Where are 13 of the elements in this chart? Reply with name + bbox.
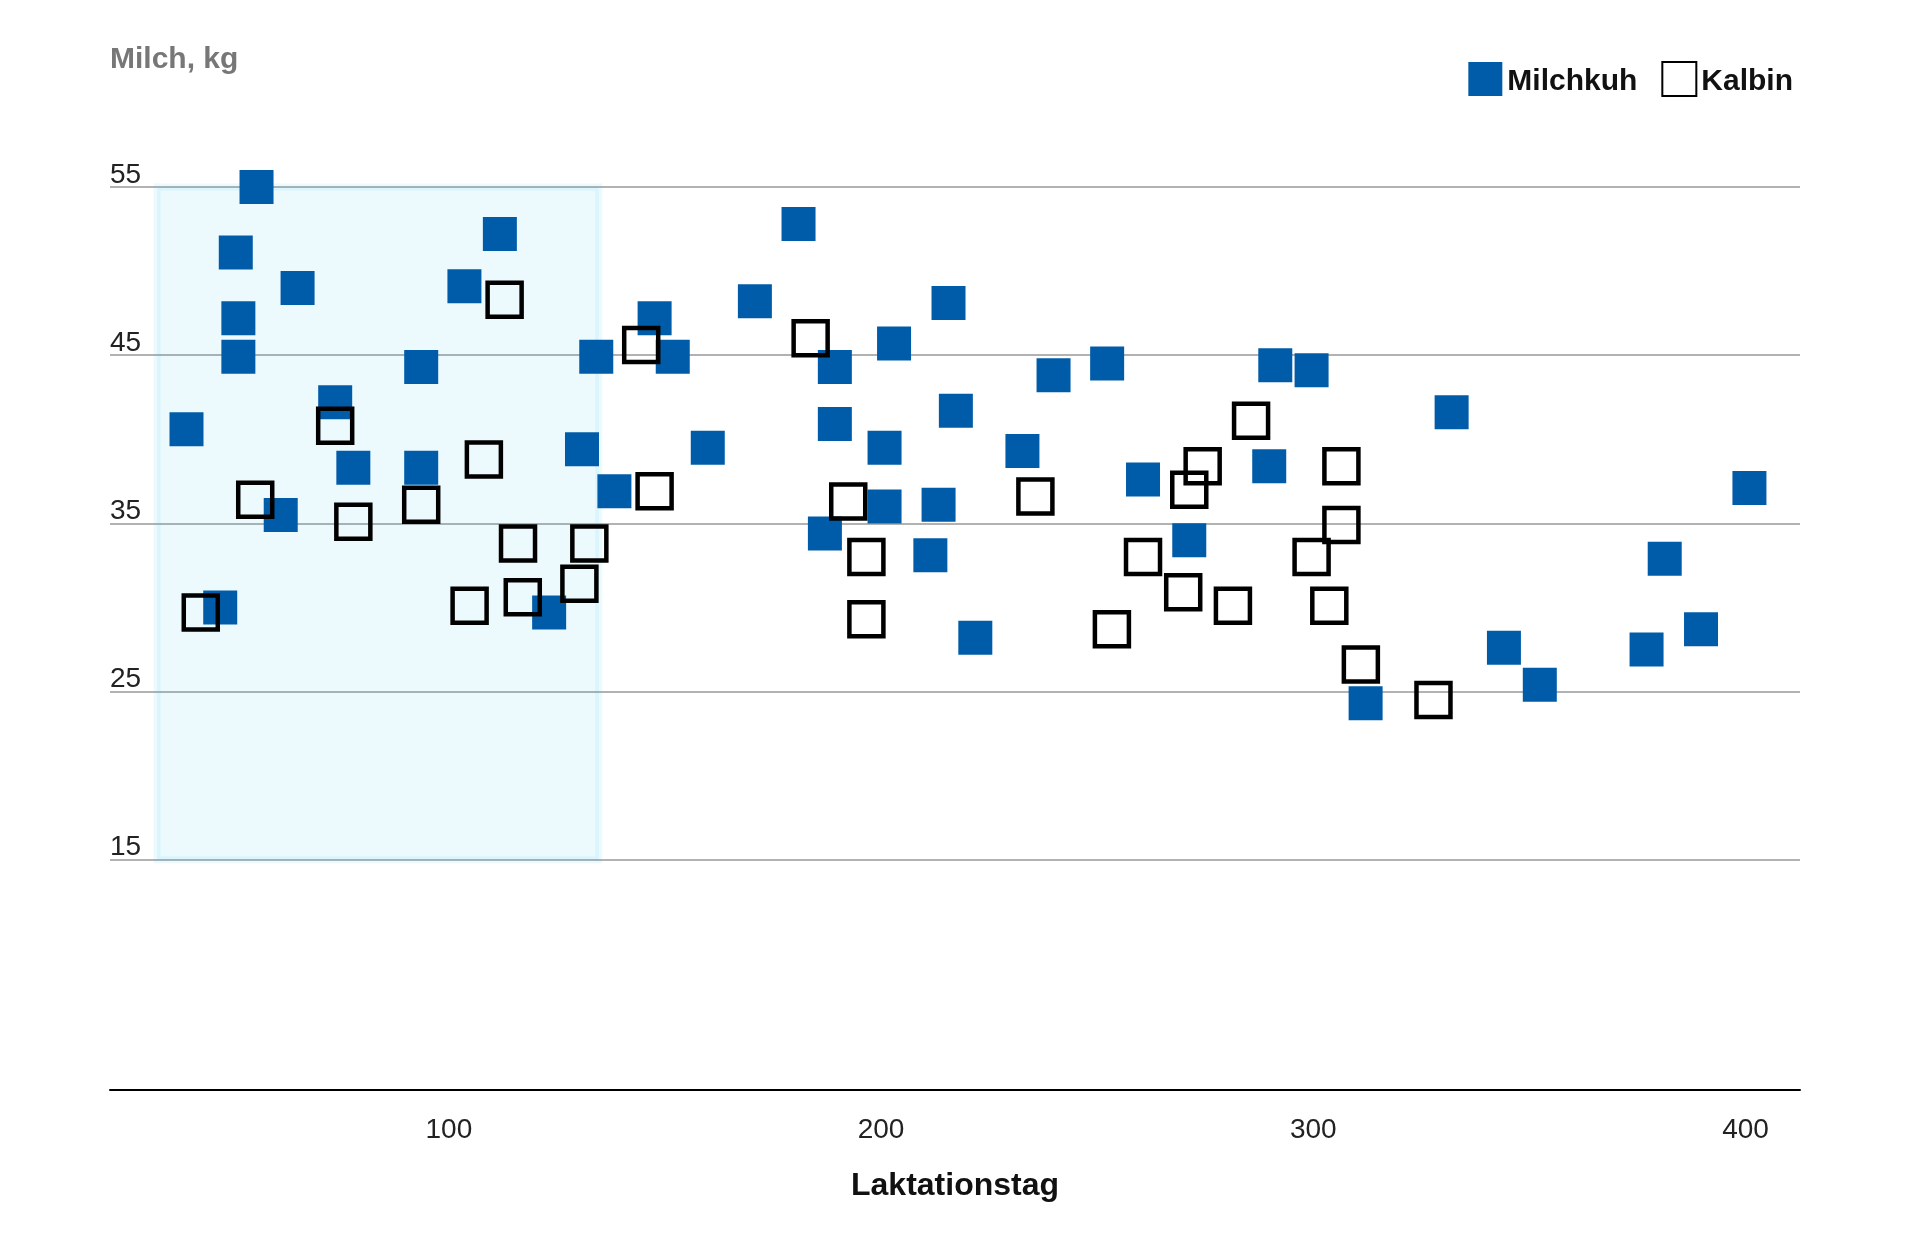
x-tick-label: 100 bbox=[425, 1112, 473, 1144]
y-tick-label: 15 bbox=[110, 830, 142, 862]
x-axis-title: Laktationstag bbox=[850, 1166, 1060, 1202]
y-tick-label: 35 bbox=[110, 493, 142, 525]
x-tick-label: 300 bbox=[1289, 1112, 1337, 1144]
legend-label: Kalbin bbox=[1701, 62, 1793, 96]
y-tick-label: 55 bbox=[110, 157, 142, 189]
y-axis-title: Milch, kg bbox=[110, 40, 239, 74]
x-tick-label: 200 bbox=[857, 1112, 905, 1144]
y-tick-label: 45 bbox=[110, 325, 142, 357]
x-tick-label: 400 bbox=[1722, 1112, 1769, 1144]
y-tick-label: 25 bbox=[110, 661, 142, 693]
legend-label: Milchkuh bbox=[1507, 62, 1638, 96]
